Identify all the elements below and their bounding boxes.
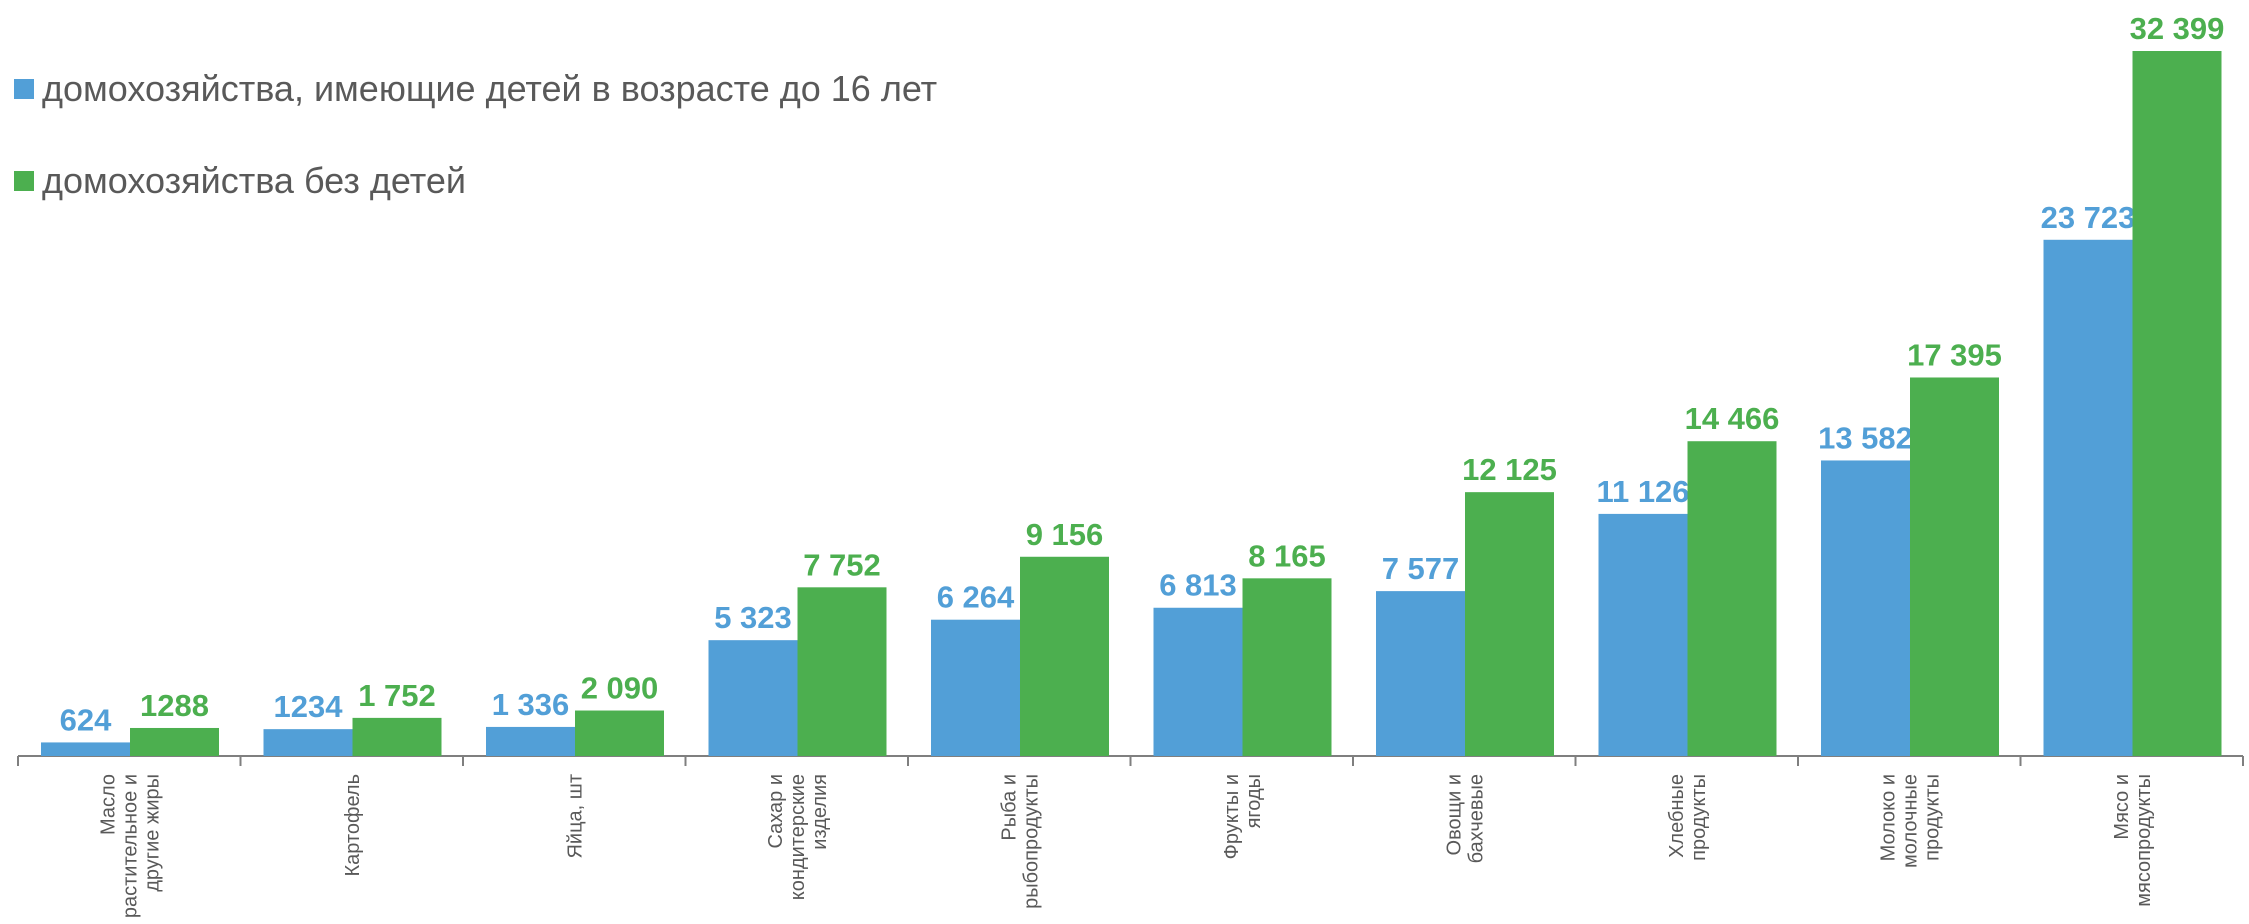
bar-without-children [1465, 492, 1554, 756]
category-label-line: рыбопродукты [1020, 774, 1042, 909]
category-label: Картофель [342, 774, 364, 877]
category-label: Масло растительное и другие жиры [97, 774, 163, 918]
bar-with-children [486, 726, 575, 756]
category-label: Овощи и бахчевые [1443, 774, 1487, 863]
bar-with-children [1821, 460, 1910, 756]
data-label-without-children: 32 399 [2130, 11, 2225, 46]
category-label: Мясо и мясопродукты [2111, 774, 2155, 907]
bar-with-children [1153, 607, 1243, 756]
data-label-without-children: 8 165 [1248, 538, 1326, 573]
bar-without-children [2132, 51, 2222, 756]
category-label: Сахар и кондитерские изделия [765, 774, 831, 900]
category-label-line: изделия [809, 774, 831, 850]
bar-with-children [931, 619, 1020, 756]
bar-with-children [41, 742, 130, 756]
bar-without-children [1687, 441, 1777, 756]
data-label-with-children: 6 813 [1159, 568, 1237, 603]
data-label-without-children: 1 752 [358, 678, 436, 713]
data-label-with-children: 11 126 [1596, 474, 1689, 509]
category-label-line: продукты [1921, 774, 1943, 861]
category-label-line: кондитерские [787, 774, 809, 900]
data-label-without-children: 1288 [140, 688, 209, 723]
data-label-with-children: 1 336 [492, 687, 570, 722]
data-label-with-children: 13 582 [1818, 420, 1913, 455]
category-label-line: Картофель [342, 774, 364, 877]
data-label-with-children: 1234 [274, 689, 344, 724]
legend-label-without-children: домохозяйства без детей [42, 160, 466, 201]
data-label-with-children: 7 577 [1382, 551, 1460, 586]
category-label-line: Рыба и [998, 774, 1020, 841]
legend-swatch-with-children [14, 79, 34, 99]
category-label-line: молочные [1899, 774, 1921, 868]
category-label-line: Молоко и [1877, 774, 1899, 861]
bar-with-children [263, 729, 353, 756]
data-label-without-children: 14 466 [1685, 401, 1780, 436]
bar-without-children [797, 587, 887, 756]
data-label-with-children: 6 264 [937, 580, 1015, 615]
legend-label-with-children: домохозяйства, имеющие детей в возрасте … [42, 68, 938, 109]
legend-item-with-children: домохозяйства, имеющие детей в возрасте … [14, 68, 937, 110]
category-label-line: Сахар и [765, 774, 787, 849]
category-label: Фрукты и ягоды [1221, 774, 1265, 859]
bar-without-children [1242, 578, 1332, 756]
data-label-without-children: 9 156 [1026, 517, 1104, 552]
data-label-with-children: 5 323 [714, 600, 792, 635]
category-label: Рыба и рыбопродукты [998, 774, 1042, 909]
data-label-without-children: 7 752 [803, 547, 881, 582]
category-label-line: продукты [1688, 774, 1710, 861]
category-label-line: Яйца, шт [564, 774, 586, 859]
category-label-line: ягоды [1243, 774, 1265, 828]
data-label-with-children: 23 723 [2041, 200, 2136, 235]
category-label-line: Хлебные [1666, 774, 1688, 858]
data-label-with-children: 624 [60, 702, 112, 737]
bar-without-children [352, 717, 442, 756]
legend-item-without-children: домохозяйства без детей [14, 160, 466, 202]
category-label-line: бахчевые [1465, 774, 1487, 863]
category-label: Молоко и молочные продукты [1877, 774, 1943, 868]
category-label-line: Фрукты и [1221, 774, 1243, 859]
bar-without-children [1910, 377, 1999, 756]
data-label-without-children: 17 395 [1907, 337, 2002, 372]
data-label-without-children: 12 125 [1462, 452, 1557, 487]
bar-without-children [130, 727, 219, 756]
bar-without-children [575, 710, 664, 756]
category-label-line: другие жиры [141, 774, 163, 892]
category-label-line: Овощи и [1443, 774, 1465, 855]
legend-swatch-without-children [14, 171, 34, 191]
category-label-line: мясопродукты [2133, 774, 2155, 907]
category-label: Хлебные продукты [1666, 774, 1710, 861]
category-label: Яйца, шт [564, 774, 586, 859]
category-label-line: Масло [97, 774, 119, 835]
data-label-without-children: 2 090 [581, 671, 659, 706]
bar-with-children [1598, 513, 1688, 756]
category-label-line: Мясо и [2111, 774, 2133, 840]
category-label-line: растительное и [119, 774, 141, 918]
bar-with-children [1376, 591, 1465, 756]
bar-with-children [2043, 239, 2133, 756]
bar-with-children [708, 640, 798, 756]
bar-without-children [1020, 556, 1109, 756]
